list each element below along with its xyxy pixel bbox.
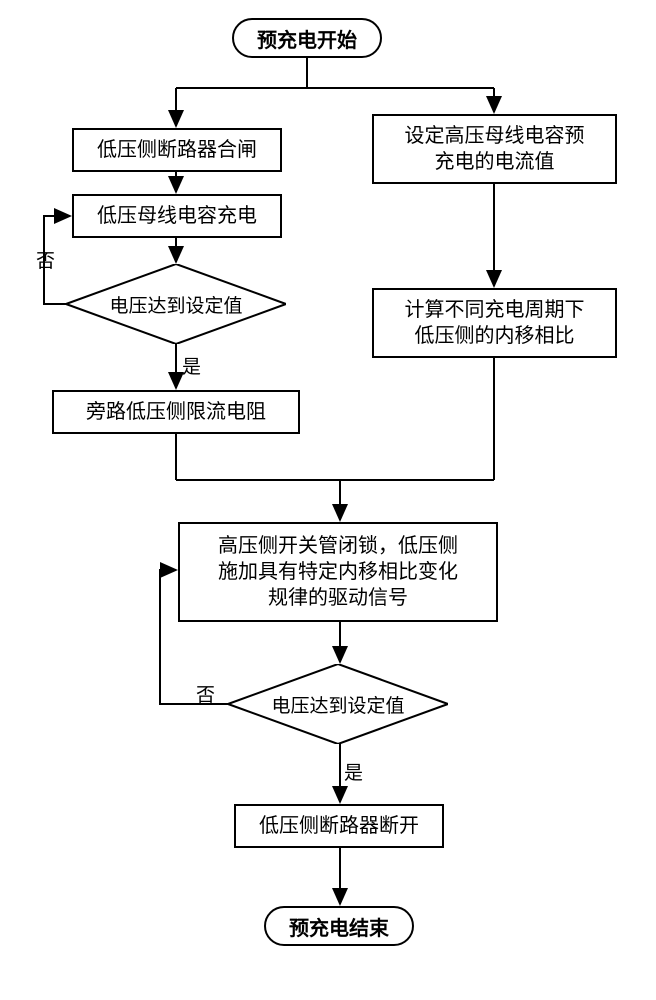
label-yes2: 是	[344, 758, 363, 785]
process-middle: 高压侧开关管闭锁，低压侧 施加具有特定内移相比变化 规律的驱动信号	[178, 522, 498, 622]
decision1-text: 电压达到设定值	[109, 291, 242, 318]
process-left3-text: 旁路低压侧限流电阻	[86, 399, 266, 425]
end-text: 预充电结束	[289, 912, 389, 941]
process-middle-text: 高压侧开关管闭锁，低压侧 施加具有特定内移相比变化 规律的驱动信号	[218, 533, 458, 611]
process-left2: 低压母线电容充电	[72, 194, 282, 238]
process-left2-text: 低压母线电容充电	[97, 203, 257, 229]
start-text: 预充电开始	[257, 24, 357, 53]
label-yes1: 是	[182, 352, 201, 379]
end-node: 预充电结束	[264, 906, 414, 946]
flowchart-container: 预充电开始 低压侧断路器合闸 设定高压母线电容预 充电的电流值 低压母线电容充电…	[0, 0, 656, 1000]
process-right2-text: 计算不同充电周期下 低压侧的内移相比	[405, 297, 585, 349]
start-node: 预充电开始	[232, 18, 382, 58]
decision2: 电压达到设定值	[228, 664, 448, 744]
process-right2: 计算不同充电周期下 低压侧的内移相比	[372, 288, 617, 358]
label-no2: 否	[196, 680, 215, 707]
process-end-text: 低压侧断路器断开	[259, 813, 419, 839]
process-left3: 旁路低压侧限流电阻	[52, 390, 300, 434]
decision2-text: 电压达到设定值	[271, 691, 404, 718]
process-left1-text: 低压侧断路器合闸	[97, 137, 257, 163]
decision1: 电压达到设定值	[66, 264, 286, 344]
process-end-node: 低压侧断路器断开	[234, 804, 444, 848]
process-left1: 低压侧断路器合闸	[72, 128, 282, 172]
label-no1: 否	[36, 246, 55, 273]
process-right1-text: 设定高压母线电容预 充电的电流值	[405, 123, 585, 175]
process-right1: 设定高压母线电容预 充电的电流值	[372, 114, 617, 184]
